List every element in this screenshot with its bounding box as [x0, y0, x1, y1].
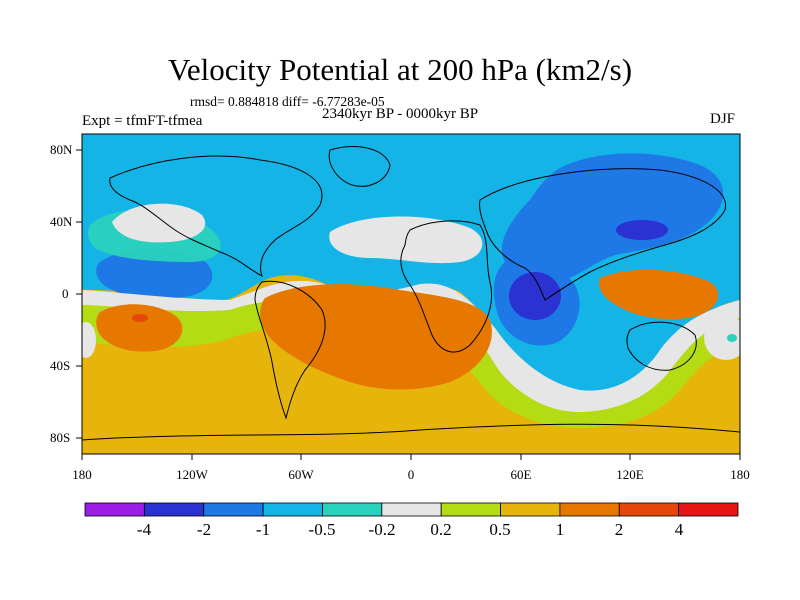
coast-north-america [109, 155, 323, 278]
lat-label-eq: 0 [62, 286, 69, 301]
contour-field [82, 134, 740, 454]
colorbar-label: 1 [555, 520, 565, 539]
colorbar-swatch [322, 502, 383, 517]
colorbar-label: 0.2 [430, 520, 452, 539]
colorbar-label: -0.5 [308, 520, 336, 539]
coast-greenland [328, 146, 391, 187]
colorbar-swatch [618, 502, 680, 517]
colorbar [84, 502, 739, 517]
lat-label-80n: 80N [50, 142, 73, 157]
field-cyan-seast [727, 334, 737, 342]
colorbar-label: 0.5 [489, 520, 511, 539]
coast-europe-africa [400, 220, 493, 353]
coast-australia [626, 321, 697, 371]
colorbar-swatch [143, 502, 205, 517]
field-blue-north-pacific [501, 153, 724, 284]
lon-label-60e: 60E [510, 467, 532, 482]
coast-antarctica [82, 423, 740, 441]
colorbar-swatch [559, 502, 620, 517]
field-dark-blue-india [509, 272, 561, 320]
lon-label-180e: 180 [730, 467, 750, 482]
colorbar-swatch [203, 502, 264, 517]
colorbar-swatch [262, 502, 323, 517]
coast-asia [479, 168, 726, 301]
lon-label-120e: 120E [616, 467, 644, 482]
field-orange-epacific [96, 304, 183, 352]
map-ticks [76, 149, 741, 460]
plot-title: Velocity Potential at 200 hPa (km2/s) [167, 52, 633, 87]
colorbar-swatch [381, 502, 442, 517]
colorbar-label: 4 [674, 520, 684, 539]
colorbar-label: -0.2 [368, 520, 396, 539]
lat-label-80s: 80S [50, 430, 71, 445]
season-label: DJF [710, 111, 736, 127]
colorbar-swatch [440, 502, 501, 517]
period-text: 2340kyr BP - 0000kyr BP [322, 106, 479, 122]
coastlines [82, 146, 740, 441]
lon-label-0: 0 [407, 467, 415, 482]
lon-label-60w: 60W [288, 467, 314, 482]
field-white-seast [704, 316, 740, 360]
field-red-spot [132, 314, 148, 322]
lat-label-40n: 40N [50, 214, 73, 229]
field-green-band [82, 299, 740, 428]
field-orange-wpacific [599, 269, 719, 320]
lon-label-120w: 120W [176, 467, 208, 482]
lat-label-40s: 40S [50, 358, 71, 373]
stats-text: rmsd= 0.884818 diff= -6.77283e-05 [190, 94, 385, 109]
field-white-canada [112, 203, 206, 243]
coast-south-america [254, 280, 326, 420]
field-orange-samerica [260, 284, 492, 390]
experiment-label: Expt = tfmFT-tfmea [82, 113, 203, 129]
colorbar-label: 2 [614, 520, 624, 539]
colorbar-swatch [84, 502, 145, 517]
field-dark-blue-asia [616, 220, 668, 240]
colorbar-label: -1 [255, 520, 271, 539]
field-white-sw [82, 322, 96, 358]
colorbar-label: -2 [196, 520, 212, 539]
colorbar-swatch [500, 502, 561, 517]
lon-label-180w: 180 [72, 467, 92, 482]
colorbar-label: -4 [136, 520, 152, 539]
colorbar-swatch [678, 502, 739, 517]
